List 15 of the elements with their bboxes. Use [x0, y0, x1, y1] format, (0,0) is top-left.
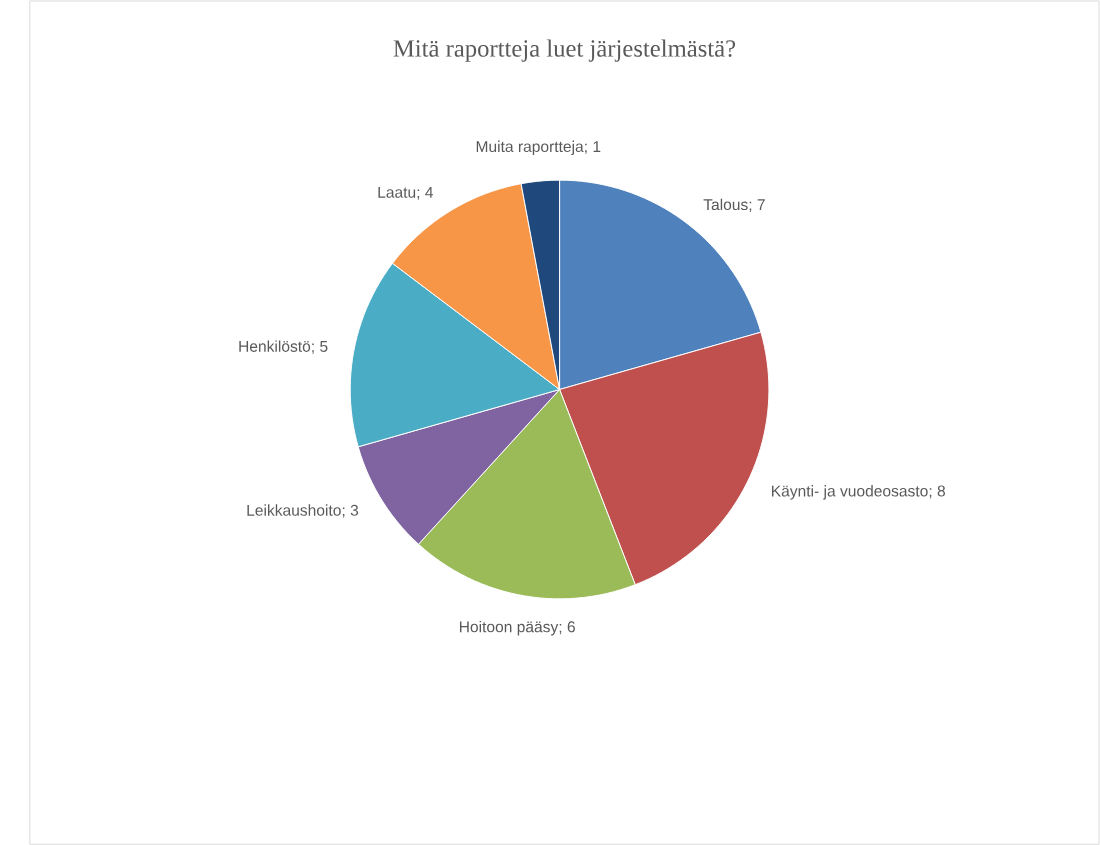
chart-title: Mitä raportteja luet järjestelmästä?	[393, 39, 736, 62]
data-label: ; 4	[417, 186, 434, 200]
slice-label: Leikkaushoito	[247, 504, 341, 516]
data-label: ; 6	[559, 621, 575, 635]
data-label: ; 8	[929, 485, 945, 499]
slice-label: Hoitoon pääsy	[459, 620, 559, 636]
slice-label: Muita raportteja	[476, 140, 584, 155]
slice-label: Henkilöstö	[239, 340, 311, 352]
slice-label: Laatu	[378, 186, 416, 198]
data-label: ; 1	[585, 141, 601, 154]
data-label: ; 5	[312, 340, 328, 354]
slice-label: Talous	[703, 198, 748, 211]
data-label: ; 3	[342, 504, 359, 518]
slice-label: Käynti- ja vuodeosasto	[772, 485, 928, 500]
data-label: ; 7	[749, 199, 765, 212]
